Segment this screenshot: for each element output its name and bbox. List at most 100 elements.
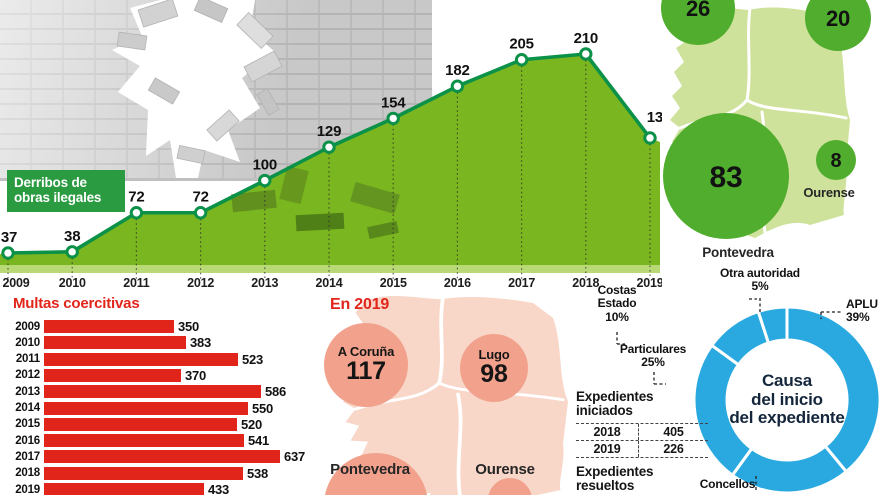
axis-label: 2017: [508, 276, 535, 290]
multas-bar-chart-panel: Multas coercitivas 2009 350 2010 383 2011 523…: [0, 288, 305, 495]
bar-row: 2013 586: [6, 384, 287, 400]
causa-donut-panel: Causa del inicio del expediente APLU 39% Con…: [570, 266, 880, 495]
wall-hole: [112, 0, 275, 178]
flying-brick: [137, 0, 179, 28]
axis-label: 2013: [251, 276, 278, 290]
bar: [44, 450, 280, 464]
derribos-title-box: Derribos de obras ilegales: [7, 170, 125, 212]
data-point: [322, 140, 336, 154]
flying-brick: [243, 50, 283, 83]
axis-label: 2009: [2, 276, 29, 290]
province-bubble: [663, 113, 789, 239]
flying-brick: [236, 12, 274, 49]
bubble-value: 117: [346, 357, 386, 386]
flying-brick: [206, 109, 240, 142]
bubble-value: 98: [480, 360, 508, 389]
fallen-brick: [350, 182, 400, 214]
bar-year-label: 2015: [15, 418, 40, 431]
donut-callout-particulares: Particulares 25%: [619, 342, 687, 370]
bar-year-label: 2009: [15, 320, 40, 333]
bar: [44, 401, 248, 415]
expedientes-iniciados-title: Expedientes iniciados: [576, 389, 654, 419]
donut-callout-concellos: Concellos: [699, 477, 756, 491]
fallen-brick: [231, 189, 277, 213]
bar-row: 2016 541: [6, 433, 270, 449]
donut-center-line: del inicio: [751, 389, 823, 409]
flying-brick: [256, 88, 280, 116]
province-borders-pink: [353, 296, 565, 495]
value-label: 137: [647, 109, 662, 126]
data-point: [386, 111, 400, 126]
expedientes-resueltos-title: Expedientes resueltos: [576, 463, 654, 493]
donut-center-label: Causa del inicio del expediente: [717, 371, 857, 428]
bar: [44, 352, 238, 366]
bar-year-label: 2013: [15, 385, 40, 398]
province-bubble: [805, 0, 871, 51]
bar-row: 2009 350: [6, 319, 199, 334]
bar-value: 586: [265, 384, 287, 400]
province-label: Pontevedra: [330, 461, 410, 478]
bar: [44, 434, 244, 448]
fallen-brick: [295, 212, 345, 232]
expedientes-year: 2019: [576, 440, 639, 457]
axis-label: 2015: [380, 276, 407, 290]
value-label: 129: [317, 123, 341, 140]
data-point: [129, 206, 144, 220]
data-point: [514, 53, 529, 67]
flying-brick: [147, 77, 181, 105]
axis-label: 2011: [123, 276, 150, 290]
data-point: [65, 245, 79, 259]
bar: [44, 385, 261, 399]
causa-donut-chart: [616, 298, 880, 495]
data-point: [643, 131, 657, 145]
wall-hole-and-bricks-illustration: [112, 0, 283, 178]
axis-label: 2014: [315, 276, 342, 290]
data-point: [258, 173, 272, 188]
ground-band: [0, 265, 660, 273]
bar-row: 2018 538: [6, 466, 268, 481]
bar-value: 370: [185, 367, 207, 383]
donut-callout-costas-estado: Costas Estado 10%: [597, 283, 637, 324]
donut-center-line: Causa: [761, 371, 813, 390]
bar-row: 2015 520: [6, 417, 262, 432]
value-label: 72: [192, 189, 208, 206]
value-label: 38: [64, 228, 80, 245]
expedientes-value: 226: [663, 441, 684, 456]
bar-year-label: 2014: [15, 402, 40, 414]
province-label: Pontevedra: [702, 245, 774, 260]
value-label: 72: [128, 189, 144, 206]
bar-row: 2019 433: [6, 482, 229, 495]
bar-year-label: 2018: [15, 467, 40, 480]
en2019-title: En 2019: [330, 296, 390, 313]
bar: [44, 417, 237, 431]
bar-year-label: 2017: [15, 450, 40, 463]
province-bubble-2019: [488, 478, 532, 495]
bar: [44, 368, 181, 382]
province-bubble-2019: A Coruña 117: [324, 323, 408, 407]
donut-segment-aplu: [785, 305, 880, 474]
donut-callout-otra-autoridad: Otra autoridad 5%: [720, 266, 800, 294]
bar-year-label: 2016: [15, 434, 40, 447]
donut-center-line: del expediente: [729, 408, 845, 428]
province-bubble-2019: Lugo 98: [460, 334, 528, 402]
fallen-brick: [279, 165, 309, 205]
axis-label: 2012: [187, 276, 214, 290]
derribos-title-line2: obras ilegales: [14, 190, 102, 206]
expedientes-block: Expedientes iniciados 2018 405 2019 226 Exp…: [576, 389, 708, 493]
bar-value: 637: [284, 449, 306, 465]
data-point: [579, 47, 593, 61]
galicia-map-derribos-by-province: 26 20 83 8 Ourense Pontevedra: [661, 0, 871, 260]
bubble-province-name: Lugo: [478, 347, 510, 363]
bar-year-label: 2012: [15, 369, 40, 382]
expedientes-row: 2019 226: [576, 439, 708, 457]
province-bubble: [816, 140, 856, 180]
bubble-province-name: A Coruña: [337, 344, 395, 360]
bar-value: 541: [248, 433, 270, 449]
value-label: 210: [574, 30, 598, 47]
fallen-brick: [367, 221, 399, 239]
axis-label: 2010: [59, 276, 86, 290]
value-label: 100: [253, 157, 277, 174]
province-label: Ourense: [803, 185, 854, 200]
bar: [44, 320, 174, 333]
